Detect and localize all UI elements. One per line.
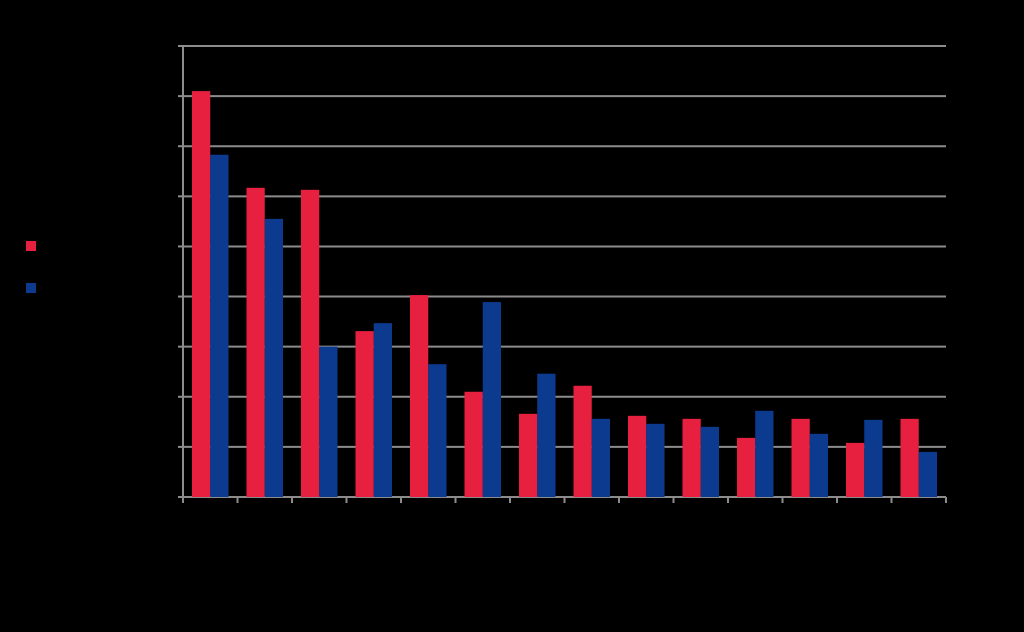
bar — [246, 187, 265, 497]
bar — [264, 218, 284, 497]
bar — [355, 331, 374, 497]
bar — [918, 451, 938, 497]
legend-marker — [26, 241, 36, 251]
bar — [700, 426, 720, 497]
bar — [319, 346, 338, 497]
bar — [210, 154, 229, 498]
bar — [300, 189, 320, 497]
bar — [537, 373, 556, 497]
bar — [591, 418, 611, 497]
bar — [482, 302, 502, 497]
bar — [646, 423, 665, 497]
bar — [464, 391, 483, 497]
bar — [518, 413, 538, 497]
bar — [845, 442, 865, 497]
bar — [191, 91, 211, 497]
legend-marker — [26, 283, 36, 293]
bar — [627, 415, 647, 497]
bar — [573, 385, 592, 497]
bar — [809, 433, 829, 497]
bar — [428, 364, 447, 497]
bar — [900, 418, 919, 497]
bar — [791, 418, 810, 497]
bar — [373, 323, 393, 497]
bar — [864, 419, 883, 497]
bar — [736, 437, 756, 497]
bar — [409, 295, 429, 497]
bar — [755, 410, 774, 497]
bar — [682, 418, 701, 497]
